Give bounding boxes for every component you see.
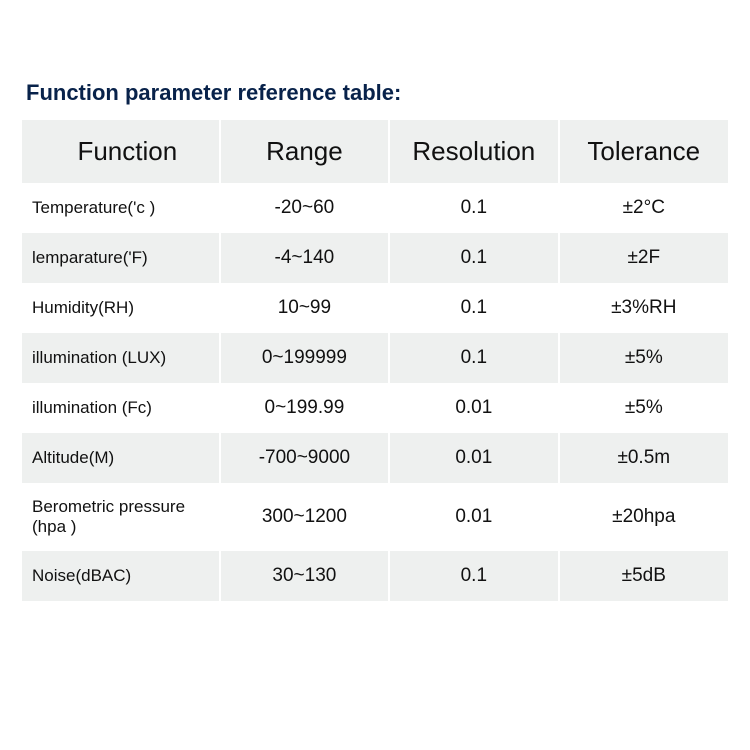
parameter-table: Function Range Resolution Tolerance Temp… [22,120,728,601]
cell-resolution: 0.1 [389,551,558,601]
cell-function: lemparature('F) [22,233,220,283]
table-row: illumination (Fc) 0~199.99 0.01 ±5% [22,383,728,433]
col-header-tolerance: Tolerance [559,120,728,183]
cell-tolerance: ±0.5m [559,433,728,483]
cell-tolerance: ±5dB [559,551,728,601]
col-header-function: Function [22,120,220,183]
cell-resolution: 0.01 [389,483,558,551]
cell-function: illumination (LUX) [22,333,220,383]
cell-function: illumination (Fc) [22,383,220,433]
table-row: illumination (LUX) 0~199999 0.1 ±5% [22,333,728,383]
cell-function: Berometric pressure (hpa ) [22,483,220,551]
col-header-resolution: Resolution [389,120,558,183]
page-container: Function parameter reference table: Func… [0,0,750,750]
table-body: Temperature('c ) -20~60 0.1 ±2°C lempara… [22,183,728,601]
cell-resolution: 0.1 [389,233,558,283]
cell-range: 10~99 [220,283,389,333]
cell-tolerance: ±2°C [559,183,728,233]
cell-tolerance: ±2F [559,233,728,283]
table-row: Altitude(M) -700~9000 0.01 ±0.5m [22,433,728,483]
cell-function: Noise(dBAC) [22,551,220,601]
cell-tolerance: ±5% [559,383,728,433]
table-row: Noise(dBAC) 30~130 0.1 ±5dB [22,551,728,601]
cell-range: 30~130 [220,551,389,601]
cell-resolution: 0.01 [389,383,558,433]
cell-range: 0~199999 [220,333,389,383]
page-title: Function parameter reference table: [26,80,728,106]
cell-resolution: 0.1 [389,333,558,383]
cell-resolution: 0.1 [389,283,558,333]
cell-tolerance: ±3%RH [559,283,728,333]
cell-function: Humidity(RH) [22,283,220,333]
cell-range: -20~60 [220,183,389,233]
cell-function: Altitude(M) [22,433,220,483]
cell-resolution: 0.01 [389,433,558,483]
col-header-range: Range [220,120,389,183]
table-header-row: Function Range Resolution Tolerance [22,120,728,183]
cell-range: -700~9000 [220,433,389,483]
cell-tolerance: ±5% [559,333,728,383]
cell-range: 0~199.99 [220,383,389,433]
cell-range: -4~140 [220,233,389,283]
table-row: Berometric pressure (hpa ) 300~1200 0.01… [22,483,728,551]
cell-function: Temperature('c ) [22,183,220,233]
cell-range: 300~1200 [220,483,389,551]
table-row: lemparature('F) -4~140 0.1 ±2F [22,233,728,283]
table-row: Humidity(RH) 10~99 0.1 ±3%RH [22,283,728,333]
cell-tolerance: ±20hpa [559,483,728,551]
cell-resolution: 0.1 [389,183,558,233]
table-row: Temperature('c ) -20~60 0.1 ±2°C [22,183,728,233]
